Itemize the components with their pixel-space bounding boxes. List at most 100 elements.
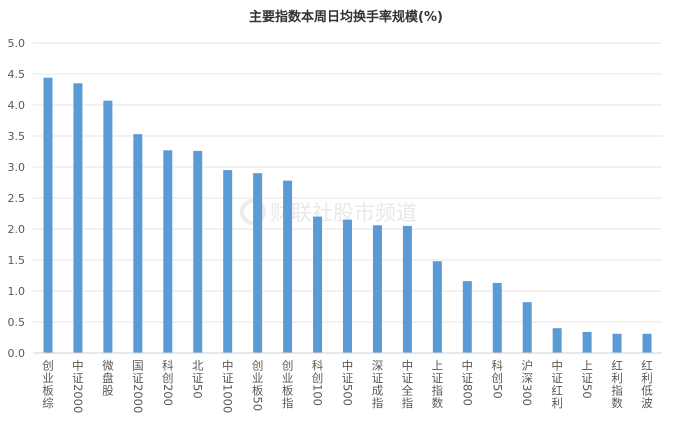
svg-text:证: 证 xyxy=(432,371,444,385)
svg-text:波: 波 xyxy=(641,396,653,410)
svg-text:中: 中 xyxy=(402,359,414,373)
svg-text:50: 50 xyxy=(191,384,205,399)
svg-text:深: 深 xyxy=(521,371,533,385)
bar-13 xyxy=(432,261,442,353)
svg-text:指: 指 xyxy=(372,396,384,410)
svg-text:中: 中 xyxy=(72,359,84,373)
bar-10 xyxy=(343,219,352,353)
svg-text:全: 全 xyxy=(402,384,414,398)
svg-text:北: 北 xyxy=(192,359,204,373)
svg-text:证: 证 xyxy=(462,371,474,385)
watermark: 财联社股市频道 xyxy=(240,199,417,225)
svg-text:2000: 2000 xyxy=(131,384,145,413)
svg-text:中: 中 xyxy=(462,359,474,373)
svg-text:100: 100 xyxy=(311,384,325,406)
y-tick-label: 5.0 xyxy=(8,37,26,50)
svg-text:数: 数 xyxy=(432,396,444,410)
y-tick-label: 2.5 xyxy=(8,192,26,205)
svg-text:红: 红 xyxy=(551,384,563,398)
svg-text:指: 指 xyxy=(611,384,623,398)
svg-text:50: 50 xyxy=(251,397,265,412)
svg-text:红: 红 xyxy=(641,359,653,373)
bar-5 xyxy=(193,150,203,353)
bar-18 xyxy=(582,331,592,353)
bars xyxy=(43,77,652,354)
svg-text:1000: 1000 xyxy=(221,384,235,413)
svg-text:科: 科 xyxy=(312,359,324,373)
svg-text:业: 业 xyxy=(252,371,264,385)
svg-text:利: 利 xyxy=(611,371,623,385)
y-tick-label: 4.5 xyxy=(8,68,26,81)
bar-12 xyxy=(402,225,412,353)
svg-text:中: 中 xyxy=(222,359,234,373)
svg-text:深: 深 xyxy=(372,359,384,373)
svg-text:创: 创 xyxy=(162,371,174,385)
svg-text:证: 证 xyxy=(192,371,204,385)
svg-text:2000: 2000 xyxy=(71,384,85,413)
svg-text:300: 300 xyxy=(520,384,534,406)
svg-text:板: 板 xyxy=(252,384,264,398)
svg-text:中: 中 xyxy=(342,359,354,373)
chart-title: 主要指数本周日均换手率规模(%) xyxy=(249,9,443,25)
y-tick-label: 4.0 xyxy=(8,99,26,112)
bar-17 xyxy=(552,328,562,353)
y-tick-label: 1.0 xyxy=(8,285,26,298)
svg-text:800: 800 xyxy=(460,384,474,406)
bar-9 xyxy=(313,216,323,353)
svg-text:证: 证 xyxy=(222,371,234,385)
svg-text:500: 500 xyxy=(341,384,355,406)
y-tick-label: 3.0 xyxy=(8,161,26,174)
svg-text:创: 创 xyxy=(312,371,324,385)
x-axis-labels: 创业板综中证2000微盘股国证2000科创200北证50中证1000创业板50创… xyxy=(42,359,653,414)
bar-16 xyxy=(522,302,532,353)
svg-text:创: 创 xyxy=(492,371,504,385)
svg-text:国: 国 xyxy=(132,359,144,373)
bar-11 xyxy=(372,225,382,353)
svg-text:中: 中 xyxy=(551,359,563,373)
bar-6 xyxy=(223,170,233,353)
bar-1 xyxy=(73,83,83,354)
svg-text:上: 上 xyxy=(432,359,444,373)
svg-text:创: 创 xyxy=(252,359,264,373)
svg-text:板: 板 xyxy=(282,384,294,398)
y-tick-label: 0.5 xyxy=(8,316,26,329)
bar-2 xyxy=(103,100,113,353)
svg-text:证: 证 xyxy=(402,371,414,385)
svg-text:证: 证 xyxy=(551,371,563,385)
svg-text:200: 200 xyxy=(161,384,175,406)
svg-text:综: 综 xyxy=(42,396,54,410)
watermark-logo-icon xyxy=(240,199,266,225)
bar-20 xyxy=(642,333,652,353)
svg-text:科: 科 xyxy=(492,359,504,373)
bar-15 xyxy=(492,282,502,353)
bar-14 xyxy=(462,281,472,353)
bar-8 xyxy=(283,180,293,353)
svg-text:50: 50 xyxy=(490,384,504,399)
svg-text:证: 证 xyxy=(132,371,144,385)
y-axis: 0.0 0.5 1.0 1.5 2.0 2.5 3.0 3.5 4.0 4.5 5.0 xyxy=(8,37,26,360)
y-tick-label: 1.5 xyxy=(8,254,26,267)
svg-text:指: 指 xyxy=(402,396,414,410)
svg-text:红: 红 xyxy=(611,359,623,373)
svg-text:证: 证 xyxy=(581,371,593,385)
bar-0 xyxy=(43,77,53,353)
svg-text:微: 微 xyxy=(102,359,114,373)
svg-text:数: 数 xyxy=(611,396,623,410)
svg-text:证: 证 xyxy=(342,371,354,385)
svg-text:盘: 盘 xyxy=(102,371,114,385)
